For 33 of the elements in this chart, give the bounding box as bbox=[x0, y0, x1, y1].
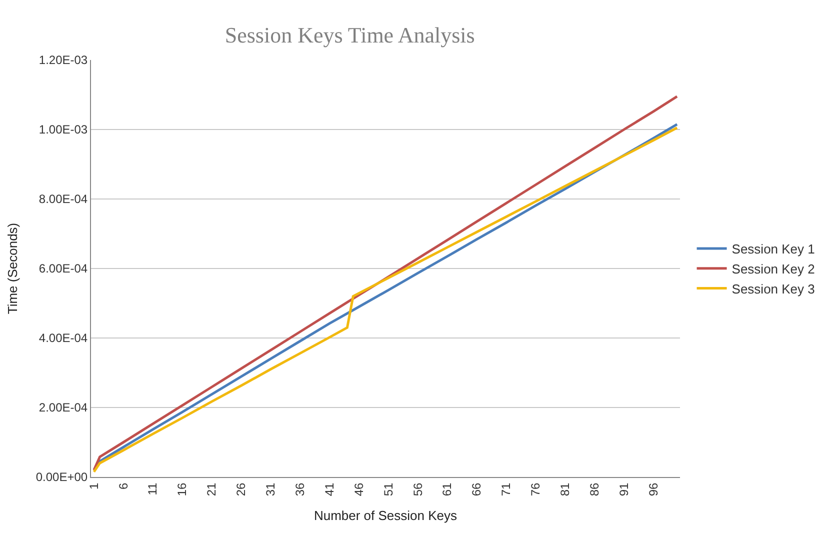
y-tick-label: 4.00E-04 bbox=[38, 331, 88, 346]
x-tick-label: 76 bbox=[528, 482, 543, 496]
x-tick-label: 36 bbox=[293, 482, 307, 496]
x-tick-label: 66 bbox=[470, 482, 484, 496]
x-tick-label: 41 bbox=[322, 482, 336, 496]
legend-label: Session Key 3 bbox=[732, 281, 815, 296]
x-tick-label: 51 bbox=[381, 482, 396, 496]
x-axis-title: Number of Session Keys bbox=[314, 508, 458, 523]
x-tick-label: 46 bbox=[352, 482, 366, 496]
x-tick-label: 1 bbox=[86, 482, 101, 490]
y-tick-label: 8.00E-04 bbox=[38, 192, 88, 206]
x-tick-label: 86 bbox=[588, 482, 602, 496]
x-tick-label: 61 bbox=[440, 482, 454, 496]
legend-label: Session Key 1 bbox=[732, 242, 815, 257]
x-tick-label: 16 bbox=[175, 482, 190, 496]
x-tick-label: 21 bbox=[204, 482, 219, 496]
legend-label: Session Key 2 bbox=[732, 261, 815, 276]
x-tick-label: 81 bbox=[558, 482, 572, 496]
x-tick-label: 91 bbox=[616, 482, 631, 496]
x-tick-label: 31 bbox=[264, 482, 278, 496]
x-tick-label: 96 bbox=[646, 482, 660, 496]
x-tick-label: 26 bbox=[234, 482, 248, 496]
y-tick-label: 1.20E-03 bbox=[38, 53, 88, 68]
y-tick-label: 2.00E-04 bbox=[38, 400, 88, 415]
y-tick-label: 6.00E-04 bbox=[38, 262, 88, 276]
x-tick-label: 56 bbox=[410, 482, 425, 496]
y-axis-title: Time (Seconds) bbox=[4, 222, 20, 314]
x-tick-label: 11 bbox=[146, 482, 160, 496]
x-tick-label: 71 bbox=[499, 482, 514, 496]
chart-title: Session Keys Time Analysis bbox=[224, 22, 475, 48]
x-tick-label: 6 bbox=[116, 482, 130, 490]
y-tick-label: 1.00E-03 bbox=[38, 122, 88, 137]
y-tick-label: 0.00E+00 bbox=[36, 470, 88, 484]
